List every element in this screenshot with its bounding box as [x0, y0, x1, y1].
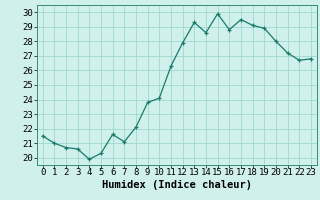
X-axis label: Humidex (Indice chaleur): Humidex (Indice chaleur) [102, 180, 252, 190]
